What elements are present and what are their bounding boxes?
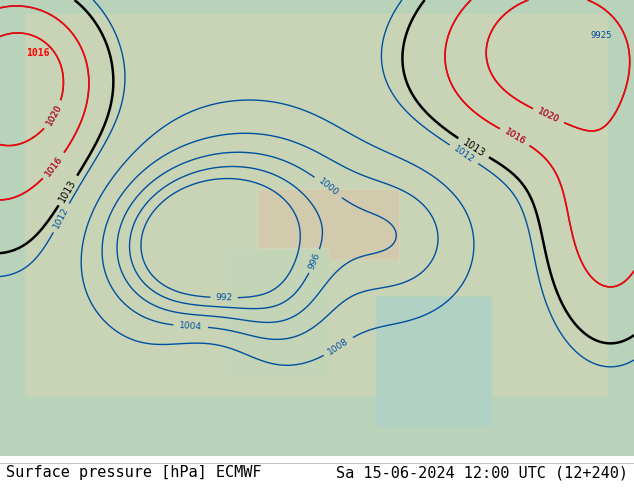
- Text: 1013: 1013: [58, 177, 79, 204]
- Text: 1004: 1004: [179, 321, 202, 332]
- Text: 1016: 1016: [44, 154, 65, 178]
- Text: 1012: 1012: [452, 144, 476, 165]
- Text: 1020: 1020: [44, 103, 63, 127]
- Text: Sa 15-06-2024 12:00 UTC (12+240): Sa 15-06-2024 12:00 UTC (12+240): [335, 465, 628, 480]
- Text: 1016: 1016: [503, 127, 527, 147]
- Text: 1012: 1012: [52, 206, 70, 230]
- Text: 1020: 1020: [536, 107, 560, 125]
- Text: 996: 996: [307, 251, 322, 271]
- Text: 1013: 1013: [460, 137, 486, 159]
- Text: 1008: 1008: [327, 337, 351, 357]
- Text: 1016: 1016: [44, 154, 65, 178]
- Text: 992: 992: [216, 293, 233, 302]
- Text: 1000: 1000: [316, 177, 340, 198]
- Text: 1020: 1020: [536, 107, 560, 125]
- Text: 1016: 1016: [26, 48, 49, 58]
- Text: 9925: 9925: [590, 31, 612, 40]
- Text: Surface pressure [hPa] ECMWF: Surface pressure [hPa] ECMWF: [6, 465, 262, 480]
- Text: 1020: 1020: [44, 103, 63, 127]
- Text: 1016: 1016: [503, 127, 527, 147]
